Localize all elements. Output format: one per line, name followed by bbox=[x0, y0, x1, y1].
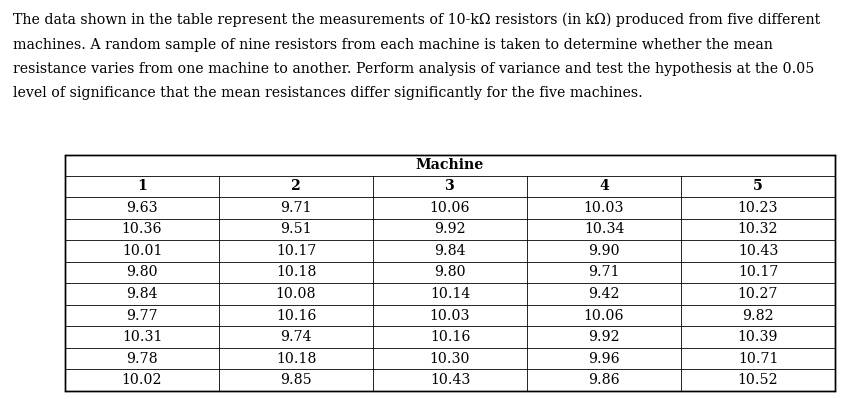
Text: 9.42: 9.42 bbox=[588, 287, 620, 301]
Text: 9.92: 9.92 bbox=[434, 222, 466, 236]
Text: 10.43: 10.43 bbox=[430, 373, 470, 387]
Text: 10.14: 10.14 bbox=[430, 287, 470, 301]
Text: 3: 3 bbox=[445, 180, 455, 194]
Text: 10.06: 10.06 bbox=[430, 201, 470, 215]
Text: 1: 1 bbox=[137, 180, 147, 194]
Text: 4: 4 bbox=[599, 180, 609, 194]
Text: 10.32: 10.32 bbox=[738, 222, 778, 236]
Text: 10.71: 10.71 bbox=[738, 352, 778, 365]
Text: 9.51: 9.51 bbox=[280, 222, 312, 236]
Text: 10.06: 10.06 bbox=[584, 308, 624, 322]
Text: 9.74: 9.74 bbox=[280, 330, 312, 344]
Text: 10.30: 10.30 bbox=[430, 352, 470, 365]
Text: 9.96: 9.96 bbox=[588, 352, 620, 365]
Text: 10.03: 10.03 bbox=[430, 308, 470, 322]
Text: 9.71: 9.71 bbox=[588, 265, 620, 279]
Text: 9.78: 9.78 bbox=[127, 352, 158, 365]
Text: 9.82: 9.82 bbox=[742, 308, 774, 322]
Text: 9.77: 9.77 bbox=[127, 308, 158, 322]
Text: 10.17: 10.17 bbox=[738, 265, 778, 279]
Text: 10.16: 10.16 bbox=[276, 308, 316, 322]
Text: The data shown in the table represent the measurements of 10-kΩ resistors (in kΩ: The data shown in the table represent th… bbox=[13, 13, 820, 28]
Text: 5: 5 bbox=[753, 180, 763, 194]
Text: 9.90: 9.90 bbox=[588, 244, 620, 258]
Text: Machine: Machine bbox=[416, 158, 484, 172]
Bar bbox=[65, 155, 835, 391]
Text: 10.02: 10.02 bbox=[121, 373, 162, 387]
Text: 10.34: 10.34 bbox=[584, 222, 624, 236]
Text: 10.31: 10.31 bbox=[121, 330, 162, 344]
Text: 10.03: 10.03 bbox=[584, 201, 624, 215]
Text: 9.80: 9.80 bbox=[434, 265, 466, 279]
Text: 9.80: 9.80 bbox=[127, 265, 158, 279]
Text: machines. A random sample of nine resistors from each machine is taken to determ: machines. A random sample of nine resist… bbox=[13, 38, 773, 51]
Text: 10.16: 10.16 bbox=[430, 330, 470, 344]
Text: 10.23: 10.23 bbox=[738, 201, 778, 215]
Text: 10.52: 10.52 bbox=[738, 373, 778, 387]
Text: 9.71: 9.71 bbox=[280, 201, 312, 215]
Text: 10.18: 10.18 bbox=[276, 352, 316, 365]
Text: 10.36: 10.36 bbox=[121, 222, 162, 236]
Text: 10.08: 10.08 bbox=[276, 287, 316, 301]
Text: 9.84: 9.84 bbox=[434, 244, 466, 258]
Text: 10.18: 10.18 bbox=[276, 265, 316, 279]
Text: 10.01: 10.01 bbox=[121, 244, 162, 258]
Text: 2: 2 bbox=[291, 180, 301, 194]
Text: resistance varies from one machine to another. Perform analysis of variance and : resistance varies from one machine to an… bbox=[13, 62, 814, 76]
Text: 10.43: 10.43 bbox=[738, 244, 778, 258]
Text: 10.39: 10.39 bbox=[738, 330, 778, 344]
Text: level of significance that the mean resistances differ significantly for the fiv: level of significance that the mean resi… bbox=[13, 87, 643, 101]
Text: 10.17: 10.17 bbox=[276, 244, 316, 258]
Text: 9.86: 9.86 bbox=[588, 373, 620, 387]
Text: 9.85: 9.85 bbox=[280, 373, 312, 387]
Text: 10.27: 10.27 bbox=[738, 287, 778, 301]
Text: 9.84: 9.84 bbox=[127, 287, 158, 301]
Text: 9.92: 9.92 bbox=[588, 330, 620, 344]
Text: 9.63: 9.63 bbox=[127, 201, 158, 215]
